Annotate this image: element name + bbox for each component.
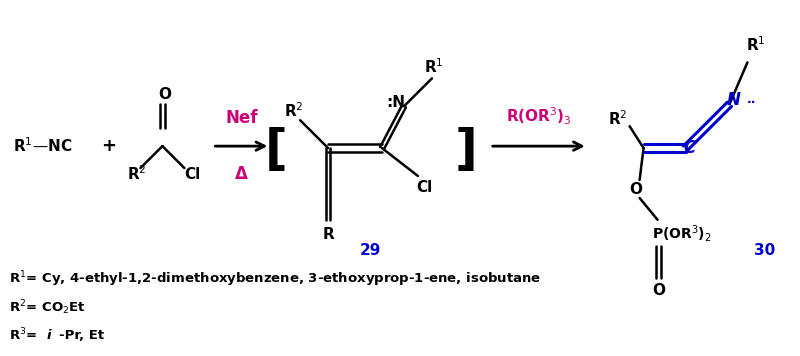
Text: P(OR$^3$)$_2$: P(OR$^3$)$_2$ (652, 223, 711, 244)
Text: 30: 30 (754, 243, 775, 258)
Text: ]: ] (454, 127, 478, 175)
Text: R$^2$= CO$_2$Et: R$^2$= CO$_2$Et (9, 298, 86, 317)
Text: :N: :N (386, 95, 406, 110)
Text: N: N (726, 91, 740, 109)
Text: R$^1$: R$^1$ (424, 57, 444, 76)
Text: Δ: Δ (235, 165, 248, 183)
Text: R$^2$: R$^2$ (608, 109, 627, 127)
Text: Cl: Cl (184, 167, 201, 182)
Text: O: O (629, 183, 642, 198)
Text: R(OR$^3$)$_3$: R(OR$^3$)$_3$ (506, 105, 572, 127)
Text: ··: ·· (746, 96, 756, 109)
Text: C: C (683, 139, 696, 157)
Text: R$^3$=: R$^3$= (9, 327, 38, 344)
Text: R$^1$= Cy, 4-ethyl-1,2-dimethoxybenzene, 3-ethoxyprop-1-ene, isobutane: R$^1$= Cy, 4-ethyl-1,2-dimethoxybenzene,… (9, 270, 541, 289)
Text: R$^2$: R$^2$ (284, 101, 304, 120)
Text: +: + (101, 137, 116, 155)
Text: Cl: Cl (416, 180, 432, 195)
Text: R$^1$—NC: R$^1$—NC (13, 137, 72, 156)
Text: R: R (322, 227, 334, 242)
Text: Nef: Nef (225, 109, 258, 127)
Text: i: i (46, 329, 51, 342)
Text: -Pr, Et: -Pr, Et (58, 329, 104, 342)
Text: 29: 29 (359, 243, 381, 258)
Text: [: [ (265, 127, 288, 175)
Text: R$^2$: R$^2$ (126, 165, 146, 183)
Text: R$^1$: R$^1$ (746, 35, 765, 54)
Text: O: O (652, 283, 665, 298)
Text: O: O (158, 87, 171, 102)
